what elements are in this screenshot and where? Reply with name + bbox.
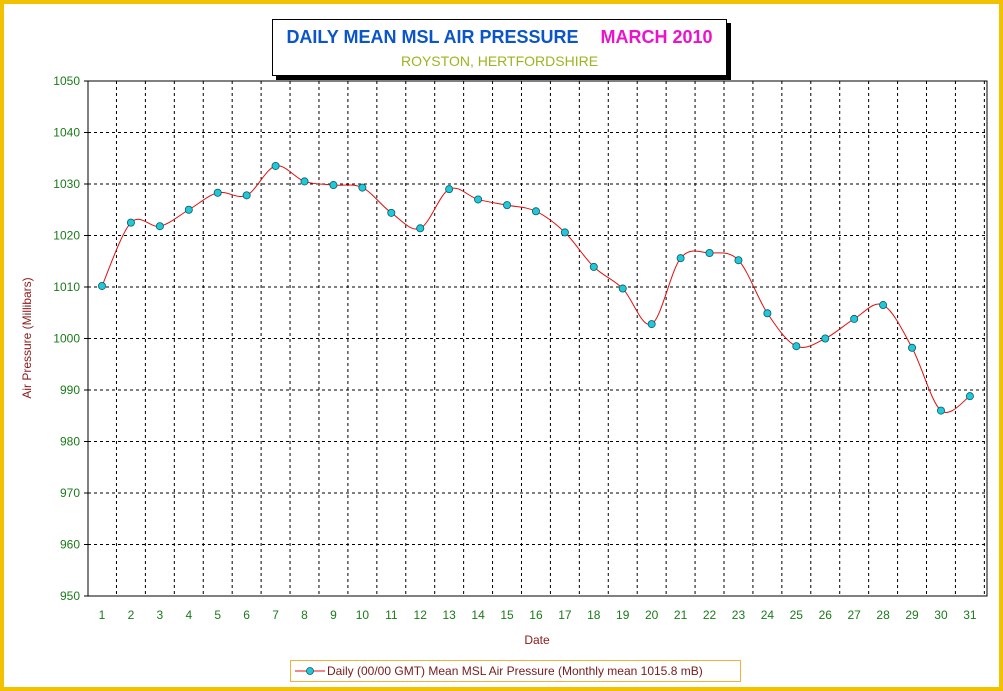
data-point: [387, 208, 396, 217]
x-tick-label: 13: [442, 608, 456, 622]
x-tick-label: 10: [356, 608, 370, 622]
y-tick-label: 1040: [53, 126, 80, 140]
legend-marker-icon: [295, 667, 325, 675]
data-point: [618, 284, 627, 293]
x-tick-label: 18: [587, 608, 601, 622]
y-tick-label: 970: [60, 486, 80, 500]
y-axis-title: Air Pressure (Millibars): [20, 277, 34, 398]
x-tick-label: 31: [963, 608, 977, 622]
data-point: [531, 207, 540, 216]
chart-title: DAILY MEAN MSL AIR PRESSURE MARCH 2010: [273, 27, 726, 48]
x-tick-label: 21: [674, 608, 688, 622]
x-tick-label: 17: [558, 608, 572, 622]
legend: Daily (00/00 GMT) Mean MSL Air Pressure …: [290, 660, 741, 682]
y-tick-label: 1050: [53, 74, 80, 88]
data-point: [965, 392, 974, 401]
data-point: [850, 314, 859, 323]
data-point: [908, 343, 917, 352]
data-point: [676, 254, 685, 263]
data-point: [936, 406, 945, 415]
y-tick-label: 980: [60, 435, 80, 449]
data-point: [589, 262, 598, 271]
x-tick-label: 3: [157, 608, 164, 622]
y-tick-label: 950: [60, 589, 80, 603]
x-axis-title: Date: [524, 633, 550, 647]
data-point: [705, 249, 714, 258]
data-point: [879, 301, 888, 310]
y-tick-label: 1000: [53, 332, 80, 346]
data-point: [560, 228, 569, 237]
x-tick-label: 20: [645, 608, 659, 622]
x-tick-label: 7: [272, 608, 279, 622]
data-point: [300, 177, 309, 186]
chart-subtitle: ROYSTON, HERTFORDSHIRE: [400, 53, 599, 69]
legend-label: Daily (00/00 GMT) Mean MSL Air Pressure …: [327, 664, 703, 678]
data-point: [358, 183, 367, 192]
data-point: [155, 222, 164, 231]
data-point: [213, 188, 222, 197]
x-tick-label: 27: [848, 608, 862, 622]
data-point: [821, 334, 830, 343]
chart-title-date: MARCH 2010: [600, 27, 713, 47]
data-point: [445, 185, 454, 194]
data-point: [184, 205, 193, 214]
data-point: [329, 181, 338, 190]
data-point: [734, 256, 743, 265]
data-point: [242, 191, 251, 200]
y-tick-label: 1010: [53, 280, 80, 294]
data-point: [416, 224, 425, 233]
data-point: [271, 161, 280, 170]
data-point: [98, 281, 107, 290]
x-tick-label: 9: [330, 608, 337, 622]
x-tick-label: 2: [128, 608, 135, 622]
x-axis-ticks: 1 2 3 4 5 6 7 8 9 10 11 12 13 14 15 16 17 18 19 20 21 22 23 24 2…: [99, 608, 977, 622]
x-tick-label: 5: [214, 608, 221, 622]
x-tick-label: 6: [243, 608, 250, 622]
y-tick-label: 1030: [53, 177, 80, 191]
x-tick-label: 30: [934, 608, 948, 622]
y-tick-label: 1020: [53, 229, 80, 243]
data-point: [647, 320, 656, 329]
x-tick-label: 8: [301, 608, 308, 622]
x-tick-label: 4: [185, 608, 192, 622]
x-tick-label: 1: [99, 608, 106, 622]
x-tick-label: 11: [385, 608, 398, 622]
x-tick-label: 25: [790, 608, 804, 622]
y-axis-ticks: 950 960 970 980 990 1000 1010 1020 1030 1040 1050: [53, 74, 88, 603]
x-tick-label: 16: [529, 608, 543, 622]
x-tick-label: 26: [819, 608, 833, 622]
x-tick-label: 28: [876, 608, 890, 622]
data-point: [503, 201, 512, 210]
x-tick-label: 22: [703, 608, 717, 622]
x-tick-label: 19: [616, 608, 630, 622]
x-tick-label: 12: [414, 608, 428, 622]
data-point: [126, 218, 135, 227]
y-tick-label: 960: [60, 538, 80, 552]
data-point: [792, 342, 801, 351]
series-points: [98, 161, 974, 415]
y-tick-label: 990: [60, 383, 80, 397]
x-tick-label: 23: [732, 608, 746, 622]
title-box: DAILY MEAN MSL AIR PRESSURE MARCH 2010 RO…: [272, 19, 727, 76]
x-tick-label: 15: [500, 608, 514, 622]
data-point: [763, 309, 772, 318]
x-tick-label: 14: [471, 608, 485, 622]
grid-lines: [88, 81, 987, 596]
chart-title-main: DAILY MEAN MSL AIR PRESSURE: [286, 27, 579, 47]
x-tick-label: 29: [905, 608, 919, 622]
x-tick-label: 24: [761, 608, 775, 622]
data-point: [474, 195, 483, 204]
